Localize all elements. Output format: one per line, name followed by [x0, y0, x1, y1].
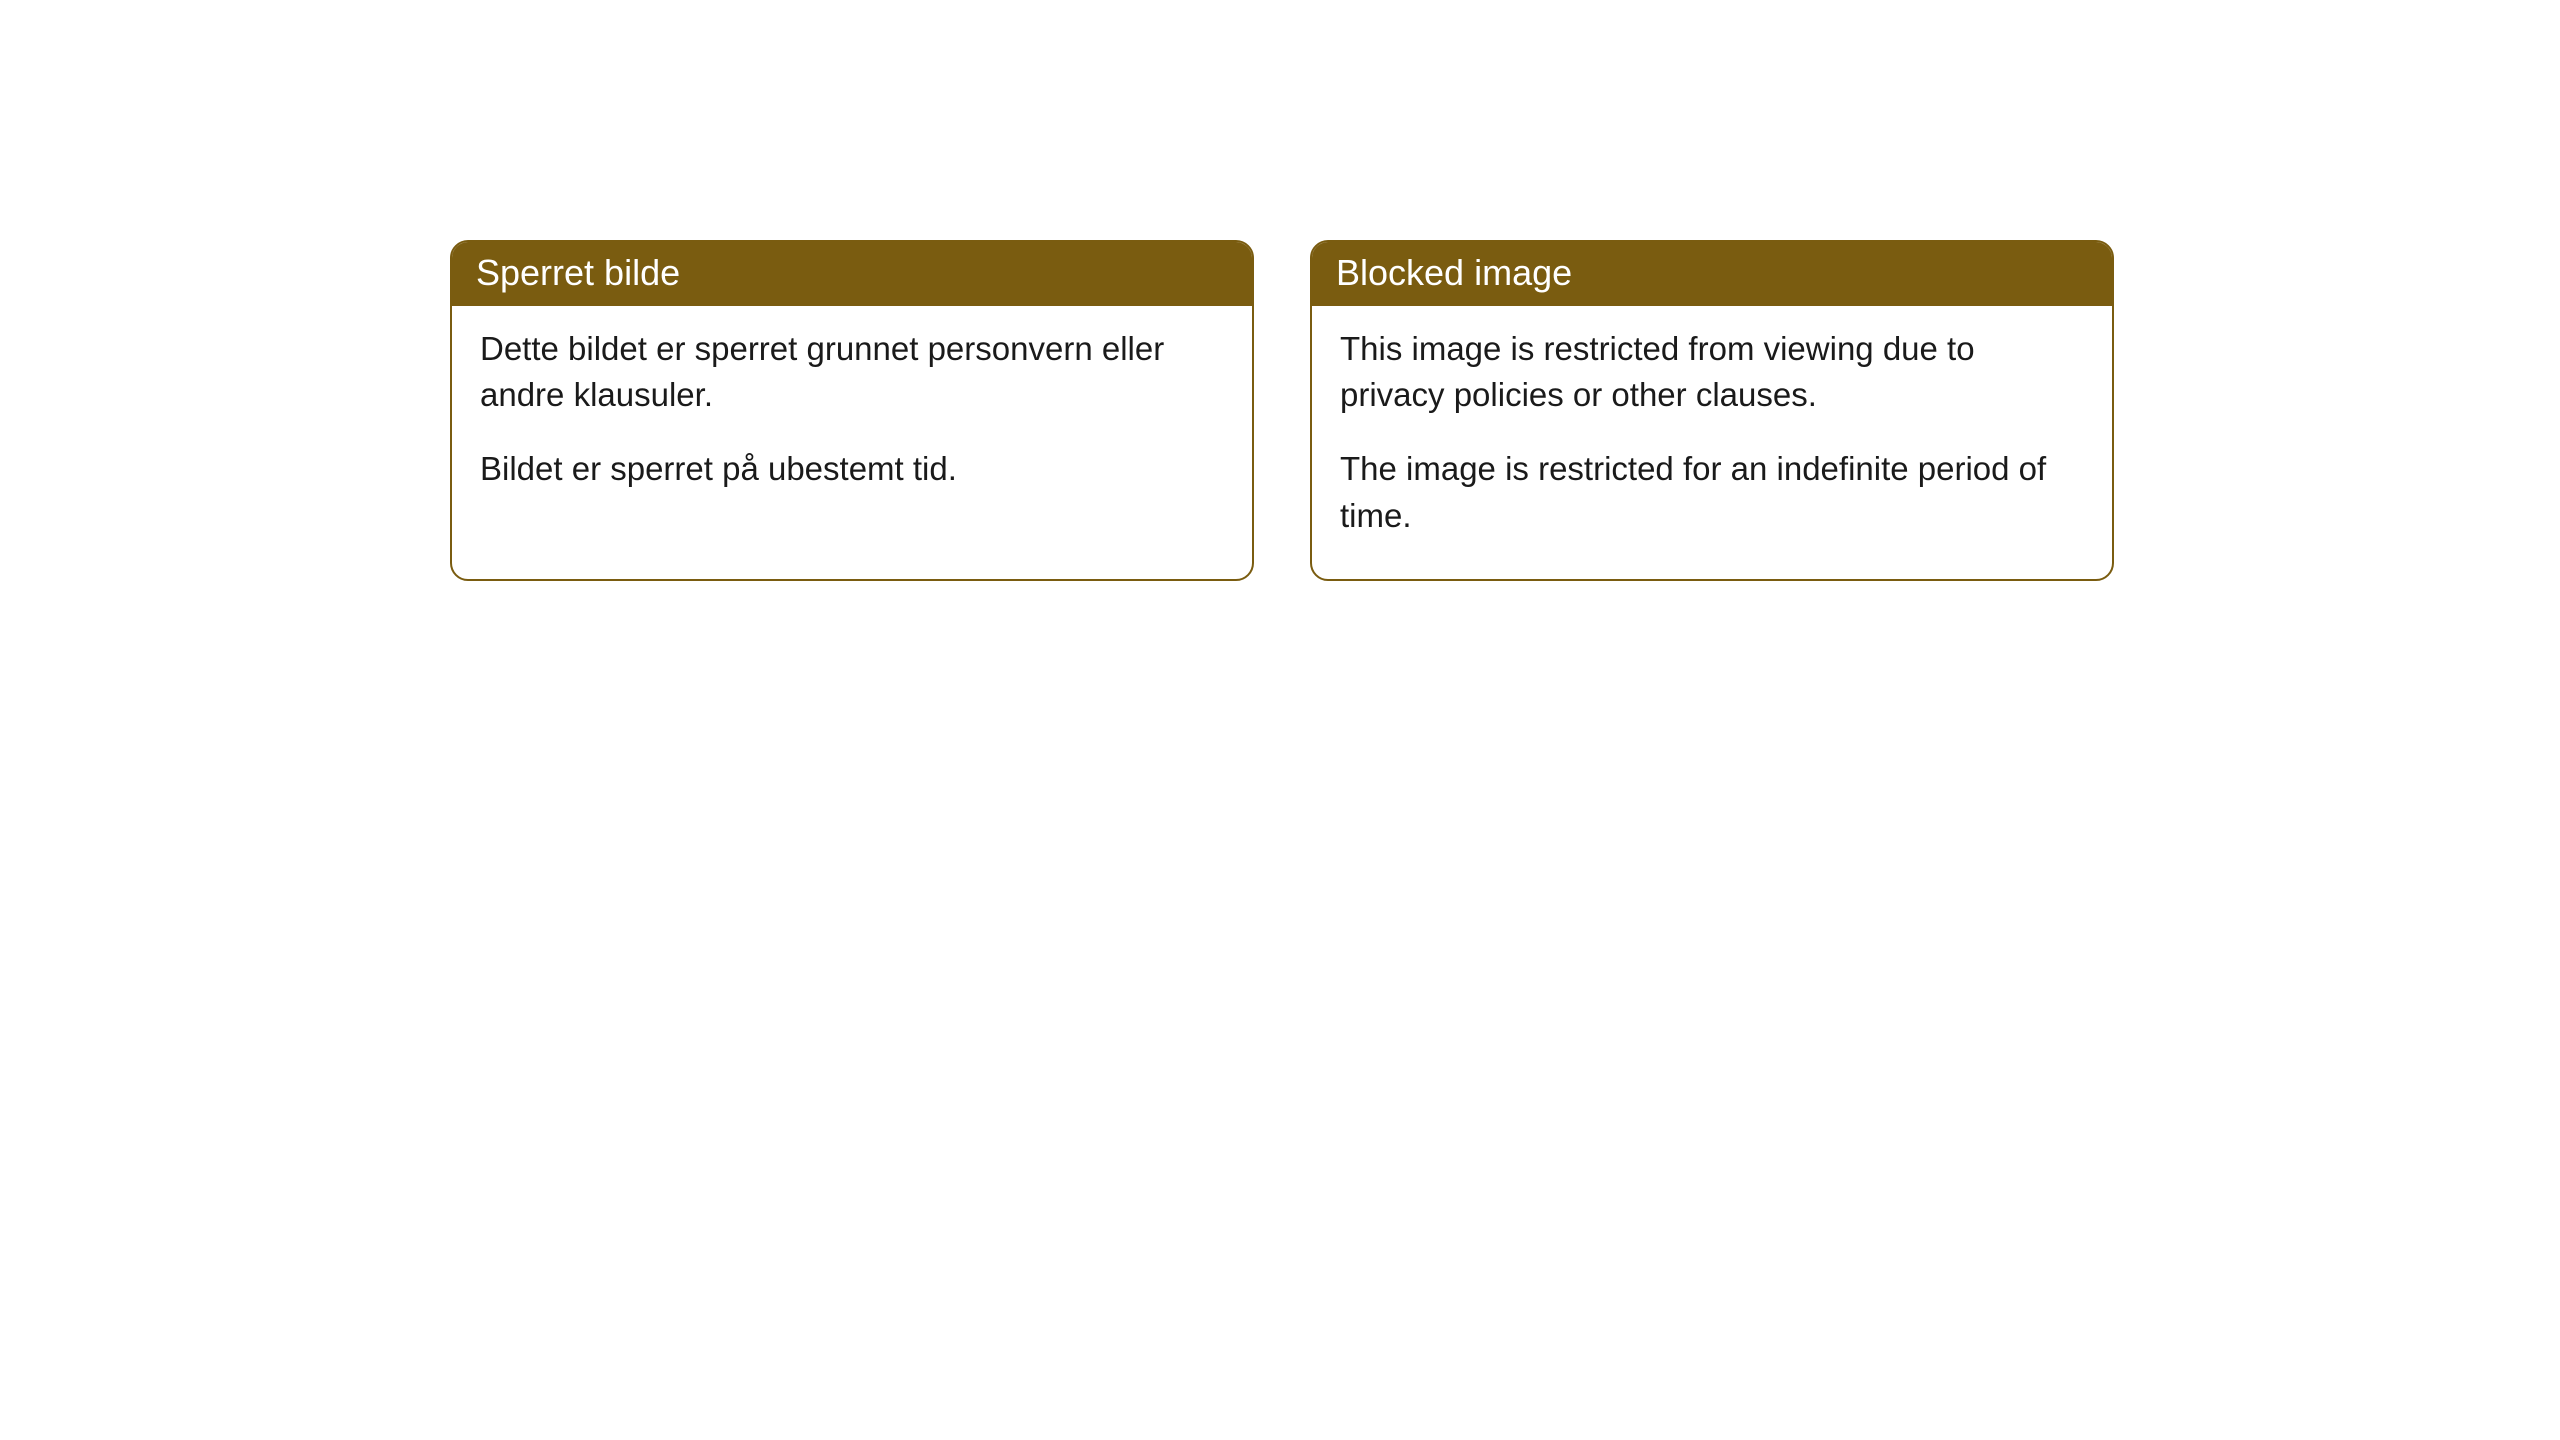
- card-english: Blocked image This image is restricted f…: [1310, 240, 2114, 581]
- card-paragraph: The image is restricted for an indefinit…: [1340, 446, 2084, 538]
- card-paragraph: Bildet er sperret på ubestemt tid.: [480, 446, 1224, 492]
- card-paragraph: This image is restricted from viewing du…: [1340, 326, 2084, 418]
- card-body-norwegian: Dette bildet er sperret grunnet personve…: [452, 306, 1252, 533]
- notice-cards-container: Sperret bilde Dette bildet er sperret gr…: [0, 0, 2560, 581]
- card-header-norwegian: Sperret bilde: [452, 242, 1252, 306]
- card-header-english: Blocked image: [1312, 242, 2112, 306]
- card-body-english: This image is restricted from viewing du…: [1312, 306, 2112, 579]
- card-paragraph: Dette bildet er sperret grunnet personve…: [480, 326, 1224, 418]
- card-norwegian: Sperret bilde Dette bildet er sperret gr…: [450, 240, 1254, 581]
